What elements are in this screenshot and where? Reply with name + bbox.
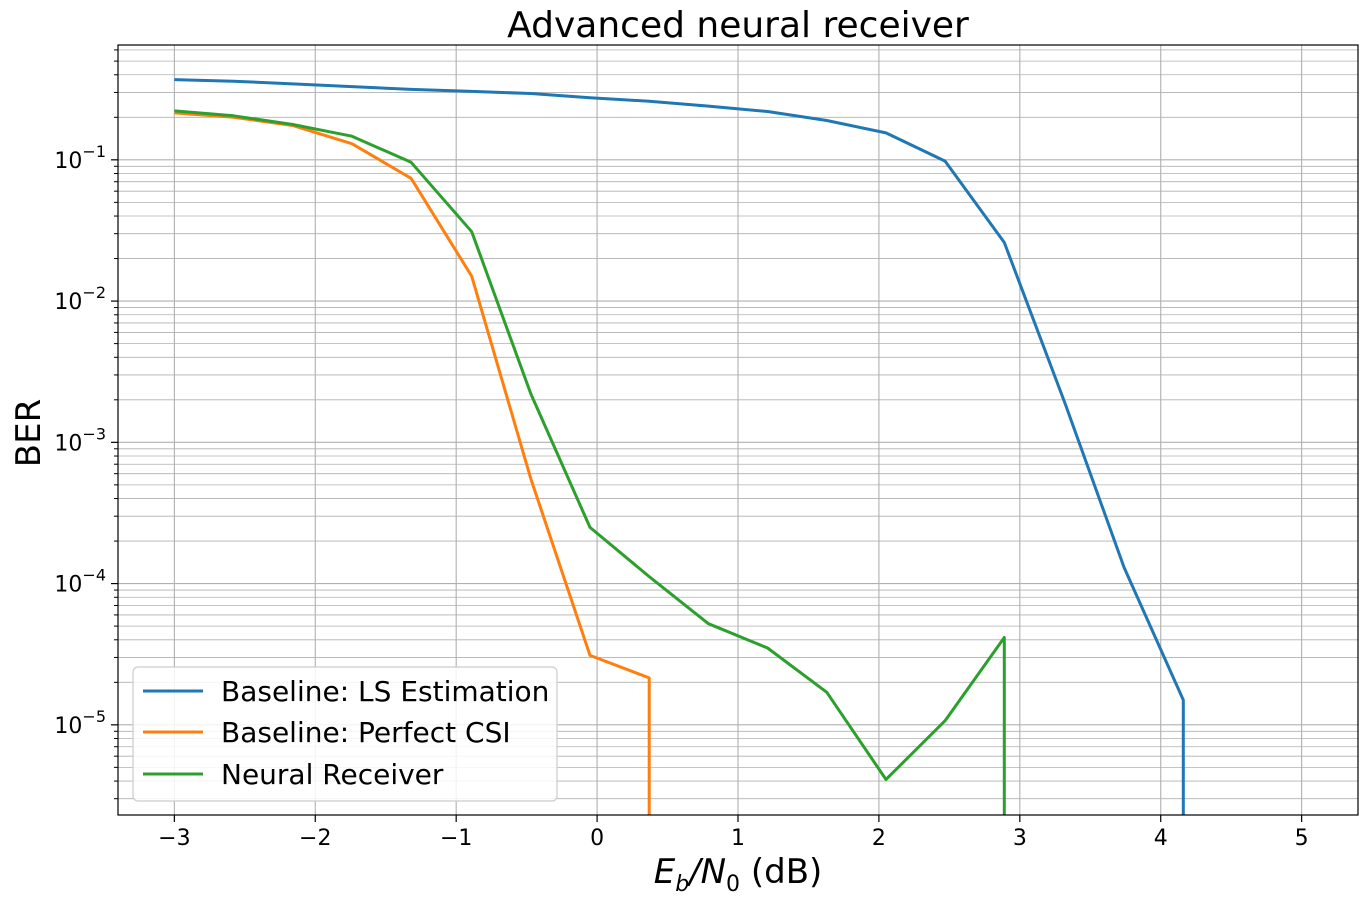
legend-label-neural: Neural Receiver (221, 758, 444, 791)
x-axis-label: Eb/N0 (dB) (654, 852, 823, 897)
y-tick-label: 10−2 (54, 283, 106, 315)
x-tick-label: 4 (1154, 826, 1168, 851)
legend-box (132, 666, 558, 802)
x-tick-label: −2 (299, 826, 331, 851)
x-tick-label: 3 (1013, 826, 1027, 851)
legend-label-perfect-csi: Baseline: Perfect CSI (221, 716, 511, 749)
y-tick-label: 10−4 (54, 566, 106, 598)
y-axis-label: BER (9, 399, 49, 467)
series-neural-receiver (174, 109, 1006, 815)
series-layer (174, 78, 1185, 815)
x-tick-label: 2 (872, 826, 886, 851)
series-ls-estimation (174, 78, 1185, 815)
ticks-layer: 10−5 10−4 10−3 10−2 10−1 −3 −2 −1 0 1 2 3 4 5 (54, 49, 1309, 851)
x-tick-label: −3 (158, 826, 190, 851)
y-tick-label: 10−3 (54, 424, 106, 456)
x-tick-label: 0 (590, 826, 604, 851)
plot-area-frame (117, 44, 1359, 816)
major-gridlines (118, 45, 1358, 815)
x-label-slash-n: /N (686, 852, 726, 892)
x-tick-label: 1 (731, 826, 745, 851)
x-tick-label: −1 (440, 826, 472, 851)
x-label-sub-0: 0 (726, 872, 740, 897)
x-label-e: E (654, 852, 676, 892)
x-label-unit: (dB) (740, 852, 822, 892)
y-tick-label: 10−1 (54, 142, 106, 174)
x-tick-label: 5 (1295, 826, 1309, 851)
y-tick-label: 10−5 (54, 707, 106, 739)
legend-label-ls: Baseline: LS Estimation (221, 675, 549, 708)
x-label-sub-b: b (675, 872, 689, 897)
legend: Baseline: LS Estimation Baseline: Perfec… (132, 666, 558, 802)
chart-title: Advanced neural receiver (507, 5, 969, 46)
